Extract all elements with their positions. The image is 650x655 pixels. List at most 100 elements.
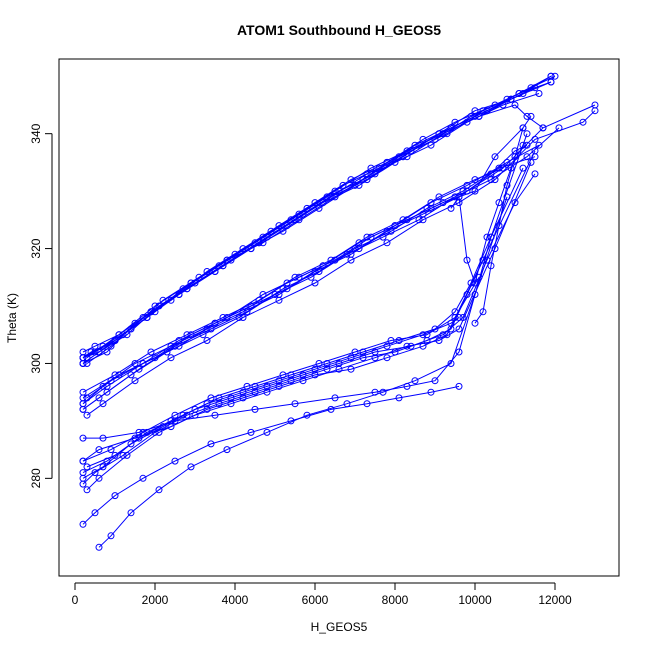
- data-point: [363, 400, 371, 408]
- data-point: [451, 118, 459, 126]
- data-point: [239, 314, 247, 321]
- series-line: [474, 116, 532, 324]
- data-point: [295, 273, 303, 281]
- data-point: [447, 204, 455, 212]
- data-point: [307, 273, 315, 281]
- data-point: [139, 474, 147, 482]
- data-point: [419, 342, 427, 350]
- data-point: [419, 216, 427, 224]
- data-point: [339, 181, 347, 189]
- data-point: [475, 112, 483, 120]
- data-series: [79, 382, 463, 528]
- data-point: [227, 400, 235, 408]
- data-point: [211, 411, 219, 419]
- data-point: [223, 256, 231, 264]
- plot-frame: [58, 58, 620, 577]
- data-point: [527, 112, 535, 120]
- data-point: [523, 112, 531, 120]
- data-point: [335, 365, 343, 373]
- data-point: [203, 405, 211, 413]
- data-point: [427, 388, 435, 396]
- data-series: [79, 72, 559, 362]
- data-point: [303, 411, 311, 419]
- data-point: [275, 382, 283, 390]
- data-point: [243, 308, 251, 316]
- data-point: [131, 434, 139, 442]
- data-point: [347, 354, 355, 362]
- data-point: [251, 382, 259, 390]
- data-point: [127, 440, 135, 448]
- data-point: [99, 463, 107, 471]
- data-point: [511, 101, 519, 109]
- data-point: [535, 90, 543, 97]
- data-point: [491, 176, 499, 184]
- data-point: [223, 314, 231, 321]
- data-series: [447, 141, 527, 287]
- data-point: [471, 176, 479, 184]
- data-point: [79, 394, 87, 402]
- data-point: [471, 291, 479, 298]
- series-line: [82, 259, 484, 485]
- data-point: [99, 434, 107, 442]
- data-point: [203, 337, 211, 344]
- data-point: [579, 118, 587, 126]
- data-point: [539, 124, 547, 132]
- data-point: [431, 377, 439, 385]
- series-line: [450, 144, 524, 285]
- data-point: [487, 262, 495, 270]
- series-line: [82, 75, 556, 359]
- series-line: [86, 104, 544, 359]
- x-axis: 0 2000 4000 6000 8000 10000 12000: [72, 582, 572, 607]
- x-tick-label: 2000: [142, 593, 169, 607]
- data-point: [311, 279, 319, 287]
- data-point: [495, 222, 503, 230]
- data-point: [331, 394, 339, 402]
- data-point: [427, 141, 435, 149]
- data-point: [143, 314, 151, 321]
- data-point: [367, 233, 375, 241]
- data-point: [175, 342, 183, 350]
- data-point: [127, 371, 135, 379]
- y-tick-label: 340: [29, 123, 43, 143]
- data-point: [171, 457, 179, 465]
- data-point: [251, 405, 259, 413]
- data-point: [171, 417, 179, 425]
- data-point: [435, 193, 443, 201]
- data-point: [391, 222, 399, 230]
- series-line: [82, 167, 504, 393]
- data-point: [155, 486, 163, 494]
- data-point: [211, 319, 219, 327]
- data-point: [95, 446, 103, 454]
- data-point: [79, 434, 87, 442]
- data-point: [531, 147, 539, 155]
- data-point: [503, 193, 511, 201]
- data-point: [471, 187, 479, 195]
- data-point: [347, 176, 355, 184]
- data-point: [79, 457, 87, 465]
- data-point: [523, 153, 531, 161]
- data-point: [111, 337, 119, 344]
- y-tick-label: 320: [29, 238, 43, 258]
- data-point: [419, 331, 427, 339]
- data-point: [263, 388, 271, 396]
- data-point: [83, 411, 91, 419]
- data-point: [123, 451, 131, 459]
- data-point: [223, 446, 231, 454]
- data-point: [263, 428, 271, 436]
- data-point: [91, 509, 99, 517]
- data-point: [187, 331, 195, 339]
- data-point: [491, 153, 499, 161]
- y-axis: 280 300 320 340: [29, 123, 53, 488]
- data-point: [519, 124, 527, 132]
- data-point: [455, 325, 463, 333]
- data-point: [471, 319, 479, 327]
- data-point: [187, 279, 195, 287]
- data-point: [155, 428, 163, 436]
- data-point: [467, 112, 475, 120]
- data-point: [111, 492, 119, 500]
- data-point: [215, 394, 223, 402]
- data-point: [431, 135, 439, 143]
- data-point: [495, 199, 503, 207]
- data-point: [383, 354, 391, 362]
